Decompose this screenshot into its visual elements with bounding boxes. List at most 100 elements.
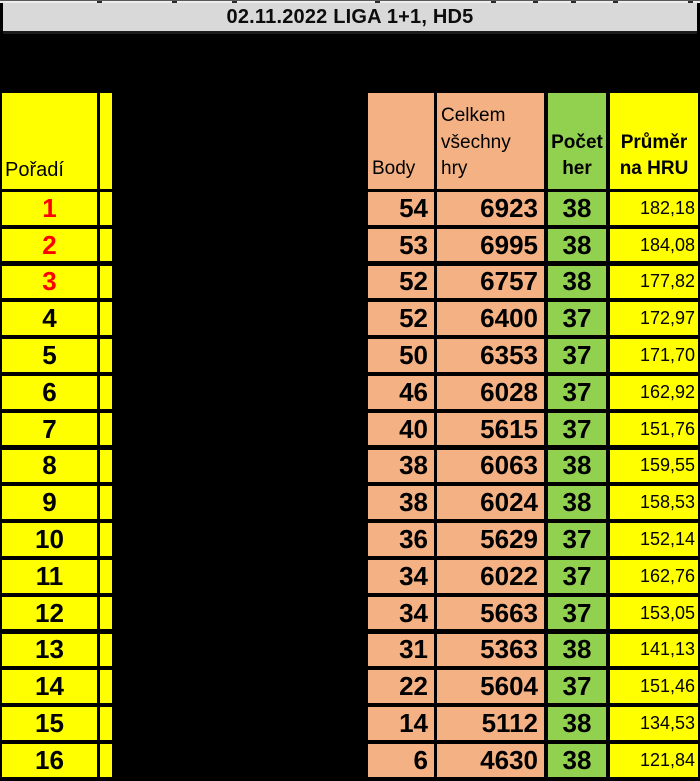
rank-cell: 4 [2,302,97,335]
points-cell: 34 [368,559,434,593]
table-row: 16 6 4630 38 121,84 [0,743,700,781]
rank-cell: 10 [2,523,97,556]
table-row: 12 34 5663 37 153,05 [0,596,700,634]
average-cell: 162,92 [610,375,698,409]
table-row: 1 54 6923 38 182,18 [0,192,700,229]
games-count-cell: 37 [548,559,606,593]
rank-cell: 11 [2,559,97,593]
games-count-cell: 38 [548,228,606,262]
average-cell: 162,76 [610,559,698,593]
top-edge-artifact [0,0,700,3]
table-row: 13 31 5363 38 141,13 [0,633,700,671]
points-cell: 38 [368,486,434,519]
games-count-cell: 38 [548,486,606,519]
games-count-cell: 37 [548,339,606,372]
total-games-cell: 6923 [437,192,544,225]
average-cell: 177,82 [610,265,698,299]
points-cell: 53 [368,228,434,262]
total-games-cell: 5663 [437,596,544,630]
rank-cell: 8 [2,449,97,483]
games-count-cell: 38 [548,192,606,225]
average-cell: 134,53 [610,707,698,740]
total-games-cell: 6353 [437,339,544,372]
rank-separator-strip-cell [100,339,112,372]
rank-cell: 16 [2,743,97,777]
games-count-cell: 37 [548,670,606,703]
redacted-names-column [112,93,368,781]
games-count-cell: 37 [548,375,606,409]
page-title: 02.11.2022 LIGA 1+1, HD5 [226,5,474,28]
points-cell: 34 [368,596,434,630]
games-count-cell: 38 [548,633,606,667]
points-cell: 22 [368,670,434,703]
rank-separator-strip-cell [100,670,112,703]
total-games-cell: 4630 [437,743,544,777]
total-games-cell: 5112 [437,707,544,740]
total-games-cell: 6757 [437,265,544,299]
table-row: 9 38 6024 38 158,53 [0,486,700,523]
total-games-cell: 6024 [437,486,544,519]
points-cell: 31 [368,633,434,667]
games-count-column-header: Počet her [548,93,606,189]
games-count-cell: 38 [548,265,606,299]
rank-column-header: Pořadí [2,93,97,189]
rank-separator-strip-cell [100,302,112,335]
table-row: 3 52 6757 38 177,82 [0,265,700,303]
average-cell: 141,13 [610,633,698,667]
total-games-cell: 5604 [437,670,544,703]
rank-cell: 3 [2,265,97,299]
rank-separator-strip-cell [100,265,112,299]
average-cell: 152,14 [610,523,698,556]
rank-cell: 12 [2,596,97,630]
average-cell: 184,08 [610,228,698,262]
average-cell: 159,55 [610,449,698,483]
rank-separator-strip-cell [100,486,112,519]
total-games-cell: 6022 [437,559,544,593]
average-column-header: Průměr na HRU [610,93,698,189]
games-count-cell: 38 [548,449,606,483]
points-cell: 40 [368,412,434,446]
total-games-column-header: Celkem všechny hry [437,93,544,189]
games-count-cell: 37 [548,302,606,335]
games-count-cell: 37 [548,412,606,446]
rank-separator-strip-header [100,93,112,189]
points-cell: 46 [368,375,434,409]
points-cell: 50 [368,339,434,372]
table-row: 7 40 5615 37 151,76 [0,412,700,450]
points-column-header: Body [368,93,434,189]
rank-separator-strip-cell [100,633,112,667]
rank-separator-strip-cell [100,707,112,740]
rank-cell: 9 [2,486,97,519]
total-games-cell: 5363 [437,633,544,667]
rank-separator-strip-cell [100,228,112,262]
rank-cell: 14 [2,670,97,703]
rank-cell: 5 [2,339,97,372]
games-count-cell: 38 [548,743,606,777]
table-row: 2 53 6995 38 184,08 [0,228,700,266]
table-row: 14 22 5604 37 151,46 [0,670,700,707]
title-bar: 02.11.2022 LIGA 1+1, HD5 [3,3,697,34]
rank-separator-strip-cell [100,596,112,630]
points-cell: 52 [368,302,434,335]
total-games-cell: 6028 [437,375,544,409]
table-row: 11 34 6022 37 162,76 [0,559,700,597]
average-cell: 158,53 [610,486,698,519]
games-count-cell: 37 [548,523,606,556]
games-count-cell: 37 [548,596,606,630]
table-body: 1 54 6923 38 182,18 2 53 6995 38 184,08 … [0,192,700,781]
rank-cell: 1 [2,192,97,225]
average-cell: 151,46 [610,670,698,703]
points-cell: 38 [368,449,434,483]
rank-separator-strip-cell [100,192,112,225]
rank-separator-strip-cell [100,523,112,556]
table-row: 8 38 6063 38 159,55 [0,449,700,487]
rank-cell: 6 [2,375,97,409]
table-row: 5 50 6353 37 171,70 [0,339,700,376]
rank-separator-strip-cell [100,743,112,777]
points-cell: 6 [368,743,434,777]
total-games-cell: 6063 [437,449,544,483]
average-cell: 121,84 [610,743,698,777]
rank-separator-strip-cell [100,449,112,483]
average-cell: 172,97 [610,302,698,335]
points-cell: 14 [368,707,434,740]
